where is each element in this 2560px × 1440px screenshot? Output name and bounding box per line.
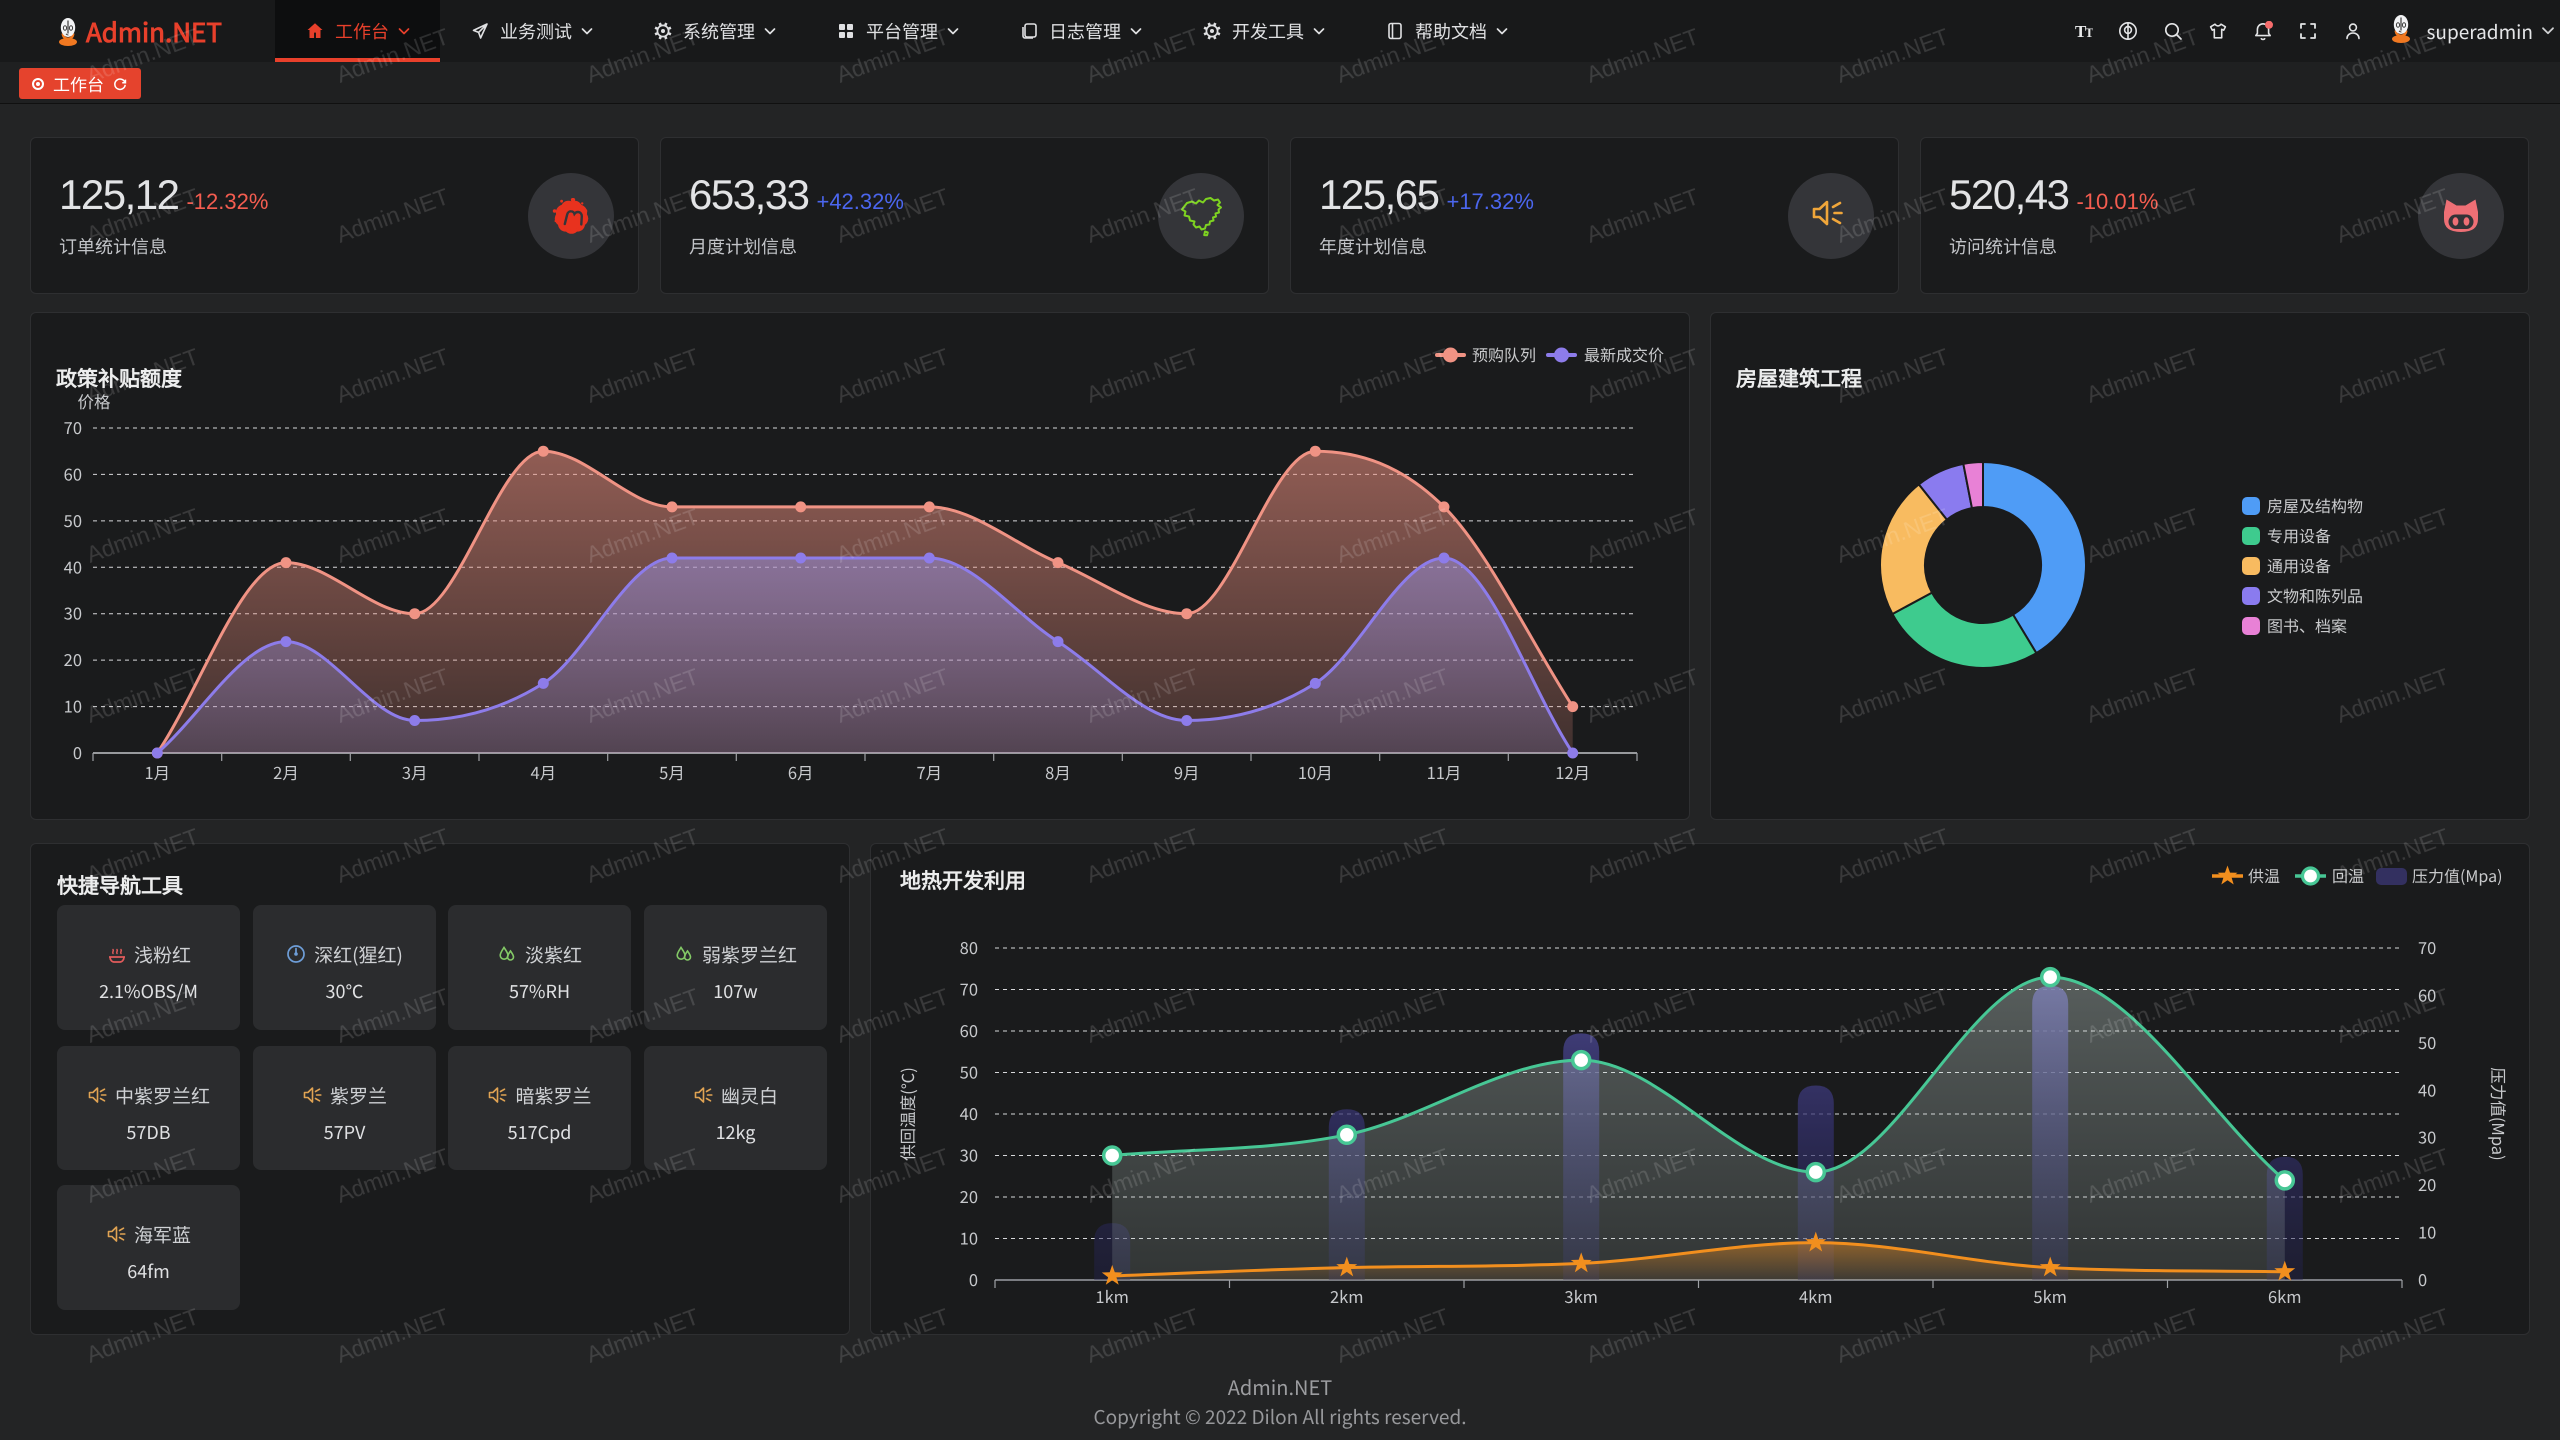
svg-text:60: 60	[960, 1018, 978, 1042]
svg-text:0: 0	[2418, 1267, 2427, 1291]
svg-text:3km: 3km	[1564, 1284, 1598, 1308]
svg-text:60: 60	[2418, 982, 2436, 1006]
svg-text:0: 0	[969, 1267, 978, 1291]
svg-text:回温: 回温	[2332, 863, 2364, 887]
svg-text:政策补贴额度: 政策补贴额度	[56, 363, 183, 393]
svg-text:40: 40	[64, 554, 82, 578]
svg-text:12月: 12月	[1555, 760, 1590, 784]
svg-text:3月: 3月	[402, 760, 428, 784]
svg-text:1月: 1月	[144, 760, 170, 784]
svg-text:价格: 价格	[78, 389, 112, 413]
svg-text:0: 0	[73, 740, 82, 764]
svg-text:压力值(Mpa): 压力值(Mpa)	[2412, 863, 2502, 887]
svg-text:6月: 6月	[788, 760, 814, 784]
svg-text:9月: 9月	[1174, 760, 1200, 784]
svg-text:6km: 6km	[2268, 1284, 2302, 1308]
svg-text:50: 50	[960, 1060, 978, 1084]
svg-text:70: 70	[64, 415, 82, 439]
svg-text:70: 70	[960, 977, 978, 1001]
svg-text:80: 80	[960, 935, 978, 959]
svg-text:10: 10	[2418, 1220, 2436, 1244]
svg-text:70: 70	[2418, 935, 2436, 959]
svg-text:供回温度(℃): 供回温度(℃)	[895, 1067, 919, 1161]
svg-text:房屋建筑工程: 房屋建筑工程	[1736, 363, 1862, 393]
svg-text:最新成交价: 最新成交价	[1584, 342, 1664, 366]
svg-text:8月: 8月	[1045, 760, 1071, 784]
svg-text:专用设备: 专用设备	[2267, 523, 2331, 547]
svg-text:50: 50	[2418, 1030, 2436, 1054]
svg-text:地热开发利用: 地热开发利用	[900, 865, 1026, 895]
svg-text:30: 30	[64, 601, 82, 625]
svg-text:T: T	[2085, 25, 2093, 40]
svg-text:供温: 供温	[2248, 863, 2280, 887]
svg-text:图书、档案: 图书、档案	[2267, 613, 2347, 637]
svg-text:5月: 5月	[659, 760, 685, 784]
svg-text:压力值(Mpa): 压力值(Mpa)	[2487, 1067, 2511, 1160]
svg-text:文物和陈列品: 文物和陈列品	[2267, 583, 2363, 607]
svg-text:20: 20	[64, 647, 82, 671]
svg-text:40: 40	[2418, 1077, 2436, 1101]
svg-text:10: 10	[64, 694, 82, 718]
svg-text:30: 30	[960, 1143, 978, 1167]
svg-text:30: 30	[2418, 1125, 2436, 1149]
svg-text:50: 50	[64, 508, 82, 532]
svg-text:4km: 4km	[1799, 1284, 1833, 1308]
svg-text:10: 10	[960, 1226, 978, 1250]
svg-text:20: 20	[960, 1184, 978, 1208]
svg-text:20: 20	[2418, 1172, 2436, 1196]
svg-text:1km: 1km	[1095, 1284, 1129, 1308]
svg-text:通用设备: 通用设备	[2267, 553, 2331, 577]
svg-text:5km: 5km	[2033, 1284, 2067, 1308]
svg-text:11月: 11月	[1427, 760, 1462, 784]
svg-text:7月: 7月	[916, 760, 942, 784]
svg-text:60: 60	[64, 461, 82, 485]
svg-text:40: 40	[960, 1101, 978, 1125]
svg-text:2月: 2月	[273, 760, 299, 784]
svg-text:4月: 4月	[530, 760, 556, 784]
svg-text:2km: 2km	[1330, 1284, 1364, 1308]
svg-text:房屋及结构物: 房屋及结构物	[2267, 493, 2363, 517]
svg-text:10月: 10月	[1298, 760, 1333, 784]
svg-text:预购队列: 预购队列	[1472, 342, 1536, 366]
